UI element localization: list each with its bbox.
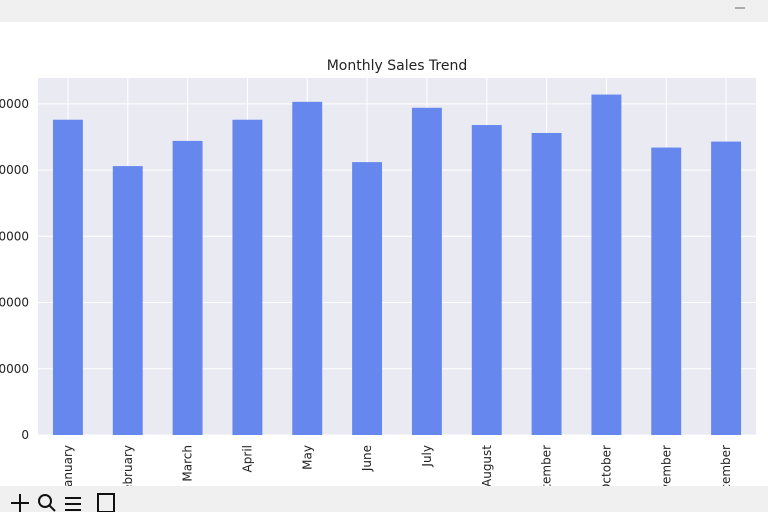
bar [591,94,622,435]
y-tick-label: 0 [21,428,29,442]
bar [292,101,323,436]
bar [471,125,502,435]
toolbar [0,486,768,512]
x-tick-label: January [61,445,75,492]
y-tick-label: 10000 [0,362,29,376]
chart-title: Monthly Sales Trend [327,58,468,74]
bar [531,132,562,435]
x-tick-label: February [121,445,135,498]
y-tick-label: 30000 [0,229,29,243]
title-bar [0,0,768,22]
bar [352,162,383,435]
x-tick-labels: January February March April May June July Augu… [61,445,733,511]
x-tick-label: April [240,445,254,472]
chart: January February March April May June July Augu… [0,78,756,511]
y-tick-label: 20000 [0,296,29,310]
plot-area [38,78,756,435]
bar [172,140,203,436]
x-tick-label: October [599,445,613,493]
pan-button[interactable] [11,494,29,512]
x-tick-label: November [659,445,673,507]
x-tick-label: May [300,445,314,470]
bar [411,107,442,436]
bar [52,119,83,436]
bar [651,147,682,435]
bar [711,141,742,435]
y-tick-label: 50000 [0,97,29,111]
bar [232,119,263,436]
x-tick-label: July [420,445,434,468]
zoom-button[interactable] [38,494,56,512]
x-tick-label: June [360,445,374,472]
x-tick-label: December [719,445,733,507]
bar [112,166,143,435]
configure-button[interactable] [65,497,81,511]
y-tick-label: 40000 [0,163,29,177]
x-tick-label: August [480,445,494,487]
x-tick-label: September [540,445,554,511]
x-tick-label: March [181,445,195,482]
